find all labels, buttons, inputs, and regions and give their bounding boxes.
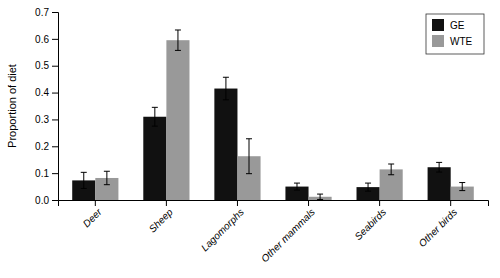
- chart: 0.0 0.1 0.2 0.3 0.4 0.5 0.6 0.7 Deer Sheep Lagomor…: [0, 0, 500, 278]
- error-bar: [294, 183, 300, 190]
- x-axis: Deer Sheep Lagomorphs Other mammals Seabirds…: [59, 200, 489, 264]
- error-bar: [365, 183, 371, 191]
- y-tick-mark: [52, 39, 58, 40]
- error-bar: [388, 164, 394, 175]
- legend: GE WTE: [426, 14, 484, 54]
- x-axis-line: [59, 201, 489, 207]
- y-axis-title: Proportion of diet: [6, 64, 18, 148]
- y-tick-mark: [52, 146, 58, 147]
- y-tick-mark: [52, 173, 58, 174]
- y-tick-label: 0.4: [35, 87, 49, 98]
- error-bar: [152, 107, 158, 126]
- x-tick-label: Deer: [81, 206, 105, 230]
- bar: [166, 40, 189, 200]
- y-tick: 0.6: [35, 34, 58, 45]
- error-bar: [459, 183, 465, 191]
- x-tick: Other birds: [416, 200, 459, 249]
- legend-item: GE: [432, 19, 465, 31]
- y-tick: 0.2: [35, 141, 58, 152]
- x-tick: Seabirds: [352, 200, 388, 242]
- y-tick-mark: [52, 12, 58, 13]
- y-tick: 0.7: [35, 7, 58, 18]
- y-tick-mark: [52, 66, 58, 67]
- marks: [72, 30, 474, 200]
- x-tick-label: Other birds: [416, 206, 459, 249]
- bar: [214, 89, 237, 200]
- y-tick: 0.0: [35, 195, 58, 206]
- plot: 0.0 0.1 0.2 0.3 0.4 0.5 0.6 0.7 Deer Sheep Lagomor…: [35, 7, 488, 265]
- x-tick: Lagomorphs: [199, 200, 246, 253]
- x-tick-label: Seabirds: [352, 206, 388, 242]
- x-tick-mark: [95, 200, 96, 206]
- error-bar: [246, 139, 252, 174]
- x-tick-mark: [166, 200, 167, 206]
- legend-label: GE: [450, 20, 465, 31]
- y-tick-mark: [52, 93, 58, 94]
- x-tick: Other mammals: [259, 200, 317, 264]
- legend-swatch: [432, 35, 444, 47]
- x-tick-mark: [237, 200, 238, 206]
- y-tick: 0.4: [35, 87, 58, 98]
- bar: [143, 117, 166, 200]
- x-tick-mark: [450, 200, 451, 206]
- series: [72, 77, 450, 200]
- series: [95, 30, 473, 200]
- x-tick-mark: [379, 200, 380, 206]
- x-tick-mark: [308, 200, 309, 206]
- error-bar: [223, 77, 229, 100]
- error-bar: [317, 194, 323, 199]
- x-tick: Sheep: [147, 200, 176, 235]
- y-axis: 0.0 0.1 0.2 0.3 0.4 0.5 0.6 0.7: [35, 7, 58, 206]
- y-tick-label: 0.1: [35, 168, 49, 179]
- legend-swatch: [432, 19, 444, 31]
- error-bar: [104, 171, 110, 184]
- y-tick-label: 0.0: [35, 195, 49, 206]
- y-tick: 0.1: [35, 168, 58, 179]
- y-tick: 0.3: [35, 114, 58, 125]
- error-bar: [175, 30, 181, 50]
- legend-item: WTE: [432, 35, 473, 47]
- y-tick-label: 0.6: [35, 34, 49, 45]
- y-tick-label: 0.7: [35, 7, 49, 18]
- y-tick-mark: [52, 200, 58, 201]
- x-tick: Deer: [81, 200, 105, 229]
- error-bar: [436, 162, 442, 172]
- legend-frame: [426, 14, 484, 54]
- y-tick-label: 0.3: [35, 114, 49, 125]
- x-tick-label: Lagomorphs: [199, 206, 246, 253]
- y-axis-line: [52, 13, 59, 201]
- y-tick-label: 0.5: [35, 60, 49, 71]
- x-tick-label: Other mammals: [259, 206, 317, 264]
- y-tick: 0.5: [35, 60, 58, 71]
- y-tick-mark: [52, 119, 58, 120]
- legend-label: WTE: [450, 36, 473, 47]
- x-tick-label: Sheep: [147, 206, 176, 235]
- y-tick-label: 0.2: [35, 141, 49, 152]
- error-bar: [81, 172, 87, 188]
